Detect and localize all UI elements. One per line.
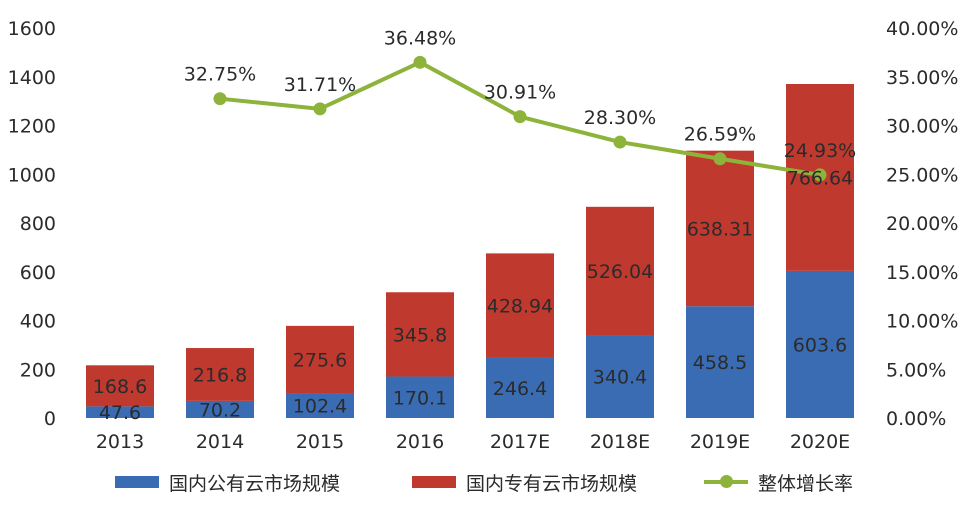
growth-rate-marker — [813, 168, 827, 182]
data-label-private-cloud: 275.6 — [293, 349, 347, 371]
bar-private-cloud — [686, 150, 754, 307]
data-label-growth-rate: 32.75% — [184, 64, 256, 86]
bar-private-cloud — [486, 253, 554, 358]
growth-rate-marker — [213, 92, 227, 106]
data-label-public-cloud: 70.2 — [199, 399, 241, 421]
x-tick-label: 2015 — [296, 431, 344, 453]
y-right-tick-label: 30.00% — [886, 116, 958, 138]
data-label-private-cloud: 216.8 — [193, 364, 247, 386]
y-right-tick-label: 0.00% — [886, 408, 946, 430]
growth-rate-marker — [313, 102, 327, 116]
bar-public-cloud — [386, 376, 454, 418]
growth-rate-marker — [613, 135, 627, 149]
growth-rate-marker — [513, 110, 527, 124]
legend-label-growth-rate: 整体增长率 — [758, 472, 854, 495]
data-label-growth-rate: 31.71% — [284, 74, 356, 96]
x-tick-label: 2017E — [490, 431, 550, 453]
y-left-tick-label: 800 — [20, 213, 56, 235]
data-label-growth-rate: 26.59% — [684, 124, 756, 146]
legend-swatch-private-cloud — [412, 476, 456, 488]
legend-item-private-cloud: 国内专有云市场规模 — [412, 466, 637, 498]
data-label-growth-rate: 28.30% — [584, 107, 656, 129]
data-label-public-cloud: 246.4 — [493, 378, 547, 400]
x-tick-label: 2019E — [690, 431, 750, 453]
stacked-bar-line-chart: 0 200 400 600 800 1000 1200 1400 1600 0.00% 5.00% 1… — [8, 18, 959, 453]
data-label-growth-rate: 30.91% — [484, 82, 556, 104]
bar-private-cloud — [86, 365, 154, 407]
data-label-public-cloud: 603.6 — [793, 334, 847, 356]
x-tick-label: 2018E — [590, 431, 650, 453]
legend-swatch-growth-rate — [704, 475, 748, 488]
data-label-private-cloud: 428.94 — [487, 296, 553, 318]
y-left-tick-label: 1600 — [8, 18, 56, 40]
x-tick-label: 2013 — [96, 431, 144, 453]
bar-public-cloud — [286, 393, 354, 418]
data-label-private-cloud: 766.64 — [787, 167, 853, 189]
y-right-tick-label: 35.00% — [886, 67, 958, 89]
y-right-tick-label: 5.00% — [886, 359, 946, 381]
bar-public-cloud — [586, 335, 654, 418]
bar-public-cloud — [86, 406, 154, 418]
bar-private-cloud — [586, 206, 654, 336]
bar-public-cloud — [786, 270, 854, 418]
bar-private-cloud — [386, 292, 454, 377]
data-label-growth-rate: 24.93% — [784, 140, 856, 162]
bar-private-cloud — [186, 348, 254, 401]
data-label-private-cloud: 638.31 — [687, 218, 753, 240]
y-left-tick-label: 400 — [20, 311, 56, 333]
y-right-tick-label: 10.00% — [886, 311, 958, 333]
x-tick-label: 2014 — [196, 431, 244, 453]
y-left-tick-label: 0 — [44, 408, 56, 430]
bar-public-cloud — [486, 357, 554, 418]
y-left-tick-label: 1200 — [8, 116, 56, 138]
data-label-growth-rate: 36.48% — [384, 27, 456, 49]
bar-public-cloud — [686, 306, 754, 418]
legend-swatch-public-cloud — [115, 476, 159, 488]
bar-private-cloud — [286, 325, 354, 394]
data-label-public-cloud: 47.6 — [99, 402, 141, 424]
y-right-tick-label: 25.00% — [886, 164, 958, 186]
y-right-tick-label: 15.00% — [886, 262, 958, 284]
legend-label-private-cloud: 国内专有云市场规模 — [466, 472, 638, 495]
y-left-tick-label: 1000 — [8, 164, 56, 186]
legend: 国内公有云市场规模 国内专有云市场规模 整体增长率 — [0, 466, 966, 498]
data-label-private-cloud: 345.8 — [393, 324, 447, 346]
growth-rate-marker — [413, 55, 427, 69]
y-left-tick-label: 1400 — [8, 67, 56, 89]
growth-rate-marker — [713, 152, 727, 166]
data-label-public-cloud: 170.1 — [393, 387, 447, 409]
data-label-public-cloud: 458.5 — [693, 352, 747, 374]
x-tick-label: 2016 — [396, 431, 444, 453]
bar-public-cloud — [186, 400, 254, 418]
data-label-private-cloud: 526.04 — [587, 261, 653, 283]
legend-label-public-cloud: 国内公有云市场规模 — [169, 472, 341, 495]
data-label-public-cloud: 340.4 — [593, 367, 647, 389]
legend-item-growth-rate: 整体增长率 — [704, 466, 853, 498]
data-label-public-cloud: 102.4 — [293, 396, 347, 418]
y-left-tick-label: 600 — [20, 262, 56, 284]
y-right-tick-label: 20.00% — [886, 213, 958, 235]
data-label-private-cloud: 168.6 — [93, 376, 147, 398]
legend-item-public-cloud: 国内公有云市场规模 — [115, 466, 340, 498]
x-tick-label: 2020E — [790, 431, 850, 453]
y-right-tick-label: 40.00% — [886, 18, 958, 40]
y-left-tick-label: 200 — [20, 359, 56, 381]
